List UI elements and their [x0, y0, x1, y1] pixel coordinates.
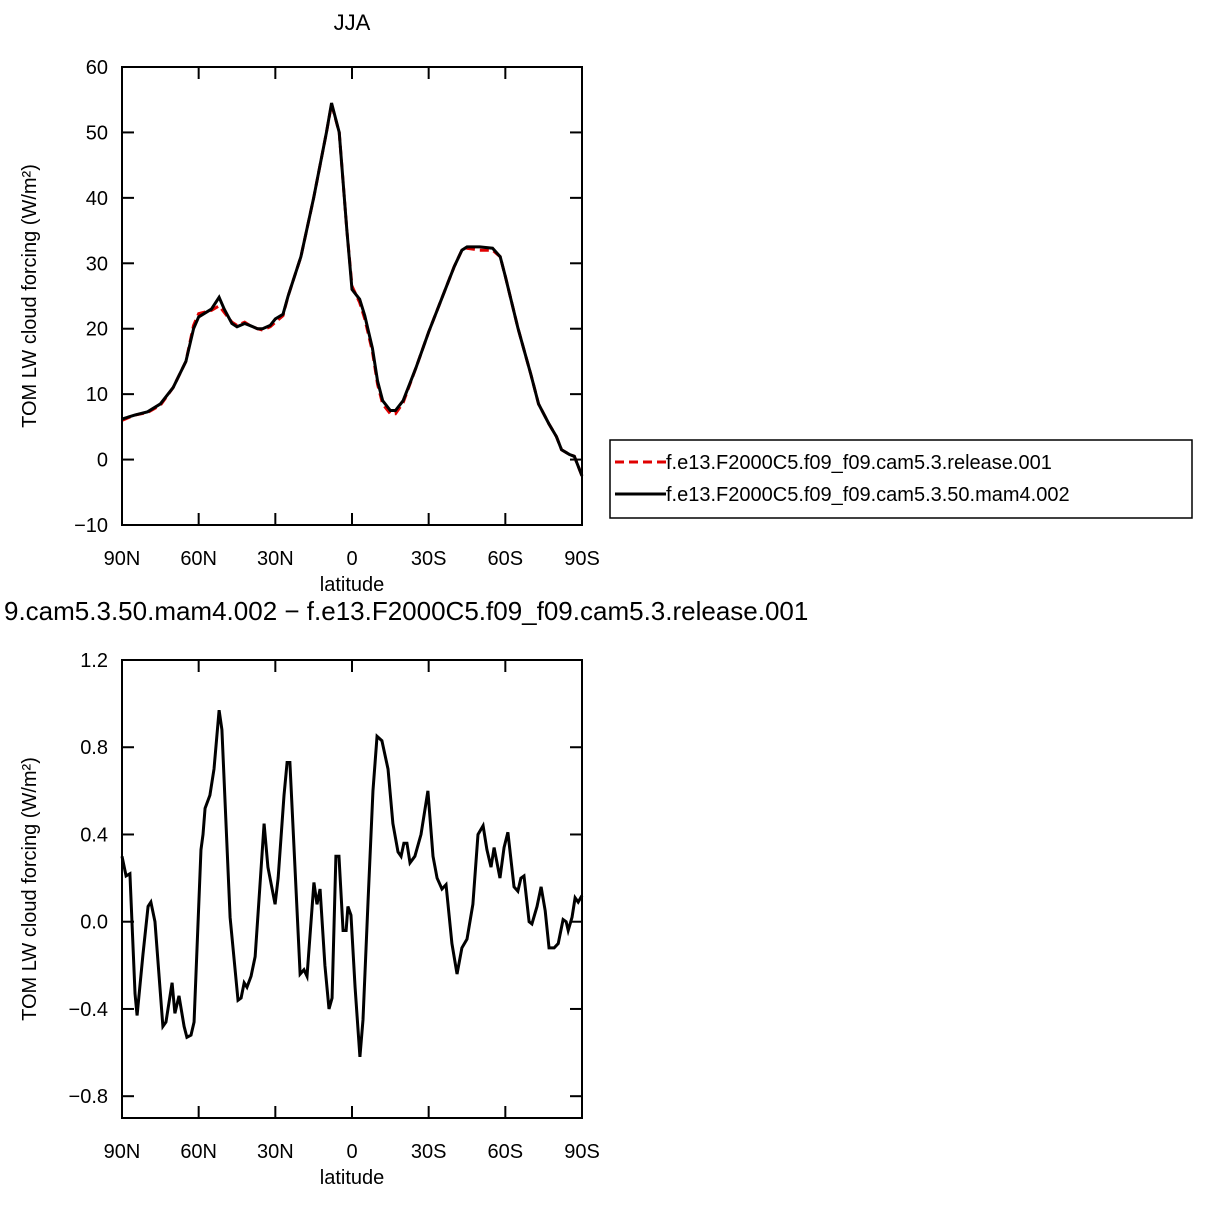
y-tick-label: −10: [74, 515, 108, 537]
x-tick-label: 0: [346, 1141, 357, 1163]
x-tick-label: 30S: [411, 548, 447, 570]
x-tick-label: 60N: [180, 1141, 217, 1163]
x-tick-label: 90N: [104, 1141, 141, 1163]
x-tick-label: 90N: [104, 548, 141, 570]
y-axis-label: TOM LW cloud forcing (W/m²): [19, 757, 41, 1021]
x-tick-label: 30N: [257, 548, 294, 570]
y-tick-label: 0.0: [80, 912, 108, 934]
legend-label: f.e13.F2000C5.f09_f09.cam5.3.50.mam4.002: [666, 484, 1070, 506]
x-tick-label: 60S: [488, 1141, 524, 1163]
plot-frame: [121, 659, 583, 1119]
y-tick-label: 0.4: [80, 824, 108, 846]
x-tick-label: 90S: [564, 1141, 600, 1163]
chart-title: 9.cam5.3.50.mam4.002 − f.e13.F2000C5.f09…: [4, 596, 808, 626]
data-line: [121, 102, 584, 477]
y-tick-label: 1.2: [80, 650, 108, 672]
x-tick-label: 90S: [564, 548, 600, 570]
y-tick-label: 10: [86, 384, 108, 406]
y-tick-label: 0.8: [80, 737, 108, 759]
y-axis-label: TOM LW cloud forcing (W/m²): [19, 164, 41, 428]
data-line: [120, 709, 584, 1058]
x-axis-label: latitude: [320, 574, 385, 596]
legend-label: f.e13.F2000C5.f09_f09.cam5.3.release.001: [666, 452, 1052, 474]
y-tick-label: 50: [86, 122, 108, 144]
x-axis-label: latitude: [320, 1167, 385, 1189]
x-tick-label: 30S: [411, 1141, 447, 1163]
y-tick-label: 40: [86, 188, 108, 210]
x-tick-label: 30N: [257, 1141, 294, 1163]
x-tick-label: 60S: [488, 548, 524, 570]
x-tick-label: 0: [346, 548, 357, 570]
plot-frame: [121, 66, 583, 526]
y-tick-label: −0.4: [69, 999, 108, 1021]
legend-box: [609, 439, 1193, 519]
y-tick-label: −0.8: [69, 1086, 108, 1108]
chart-title: JJA: [334, 10, 371, 35]
x-tick-label: 60N: [180, 548, 217, 570]
y-tick-label: 60: [86, 57, 108, 79]
y-tick-label: 30: [86, 253, 108, 275]
y-tick-label: 0: [97, 450, 108, 472]
y-tick-label: 20: [86, 319, 108, 341]
